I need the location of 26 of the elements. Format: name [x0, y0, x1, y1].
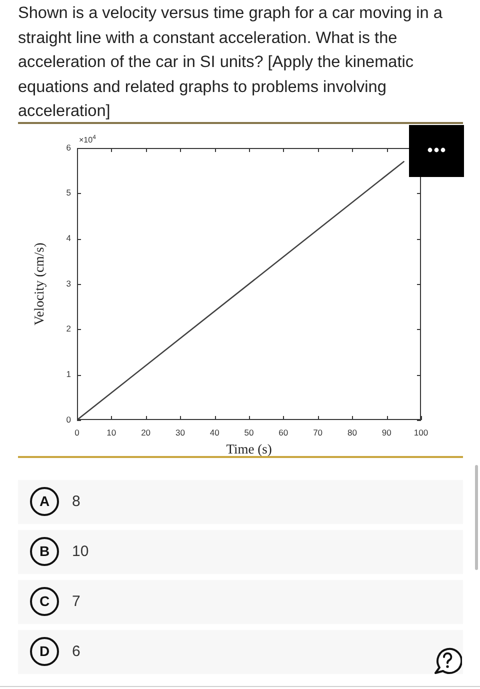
x-axis-title: Time (s) — [226, 441, 272, 456]
chart-title: Shown is a velocity versus time graph for a car moving in a straight line with a constant acceleration. What is the acceleration of the car in SI units? [Apply the kinematic equations and related graphs to problems involving acceleration] — [18, 3, 444, 122]
x-tick-label: 70 — [313, 427, 323, 438]
option-card: C 7 — [18, 580, 463, 624]
x-tick-label: 0 — [74, 427, 80, 438]
x-tick-label: 40 — [210, 427, 220, 438]
x-tick-label: 10 — [106, 427, 116, 438]
y-axis-title: Velocity (cm/s) — [32, 242, 47, 326]
option-card: A 8 — [18, 480, 463, 524]
x-tick-label: 20 — [141, 427, 151, 438]
x-tick-label: 90 — [382, 427, 392, 438]
option-card: B 10 — [18, 530, 463, 574]
x-tick-label: 100 — [414, 427, 428, 438]
text: ×10$^{4}$ — [79, 135, 96, 145]
y-tick-label: 0 — [66, 414, 72, 424]
x-tick-label: 60 — [278, 427, 288, 438]
x-tick-label: 50 — [244, 427, 254, 438]
y-tick-label: 3 — [66, 278, 72, 288]
option-card: D 6 — [18, 630, 463, 674]
y-tick-label: 4 — [66, 233, 72, 244]
y-tick-label: 2 — [66, 324, 72, 334]
x-tick-label: 80 — [347, 427, 358, 438]
y-tick-label: 6 — [66, 142, 72, 152]
y-tick-label: 1 — [66, 369, 72, 380]
x-tick-label: 30 — [175, 427, 186, 438]
y-tick-label: 5 — [66, 188, 72, 198]
